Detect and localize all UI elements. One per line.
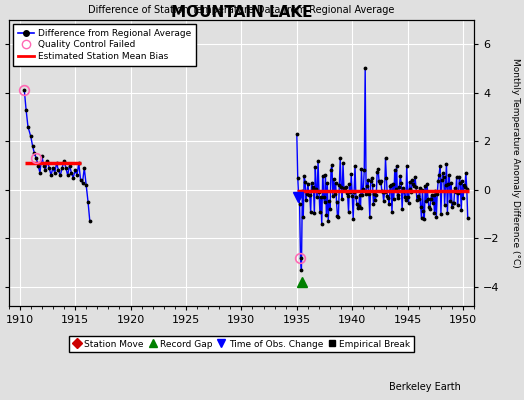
Title: MOUNTAIN LAKE: MOUNTAIN LAKE	[171, 5, 312, 20]
Y-axis label: Monthly Temperature Anomaly Difference (°C): Monthly Temperature Anomaly Difference (…	[511, 58, 520, 268]
Text: Difference of Station Temperature Data from Regional Average: Difference of Station Temperature Data f…	[88, 4, 395, 14]
Legend: Station Move, Record Gap, Time of Obs. Change, Empirical Break: Station Move, Record Gap, Time of Obs. C…	[69, 336, 414, 352]
Text: Berkeley Earth: Berkeley Earth	[389, 382, 461, 392]
